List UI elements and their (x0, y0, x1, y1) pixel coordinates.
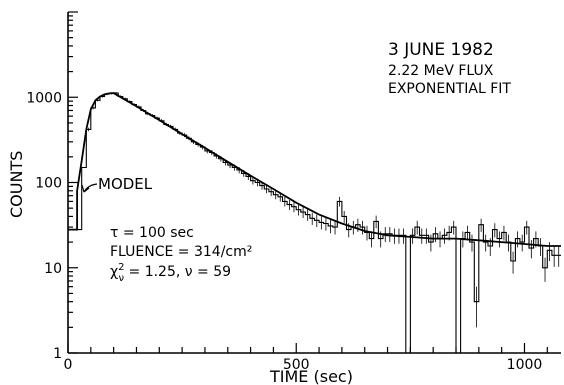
y-tick-label: 10 (44, 261, 62, 277)
model-series (68, 92, 561, 247)
model-label: MODEL (98, 175, 153, 193)
tick-labels: 1 10 100 1000 0 500 1000 (26, 90, 542, 373)
model-label-arrowhead (81, 184, 90, 193)
chart-title-line-1: 3 JUNE 1982 (388, 40, 494, 60)
x-tick-label: 500 (283, 357, 310, 373)
histogram-line (68, 92, 561, 354)
model-line (68, 92, 561, 247)
chart-title-line-3: EXPONENTIAL FIT (388, 81, 511, 97)
y-tick-label: 1000 (26, 90, 62, 106)
y-tick-label: 1 (53, 346, 62, 362)
x-tick-label: 1000 (507, 357, 543, 373)
x-tick-label: 0 (64, 357, 73, 373)
error-bars (88, 91, 560, 328)
fluence-annotation: FLUENCE = 314/cm² (110, 244, 252, 260)
chi-square-annotation: χ2 ν = 1.25, ν = 59 (110, 262, 231, 284)
y-tick-label: 100 (35, 176, 62, 192)
chart-title-line-2: 2.22 MeV FLUX (388, 63, 494, 79)
tau-annotation: τ = 100 sec (110, 225, 194, 241)
histogram-series (68, 92, 561, 354)
y-axis-label: COUNTS (7, 151, 26, 218)
x-axis-label: TIME (sec) (269, 367, 353, 385)
axis-ticks (67, 11, 548, 354)
